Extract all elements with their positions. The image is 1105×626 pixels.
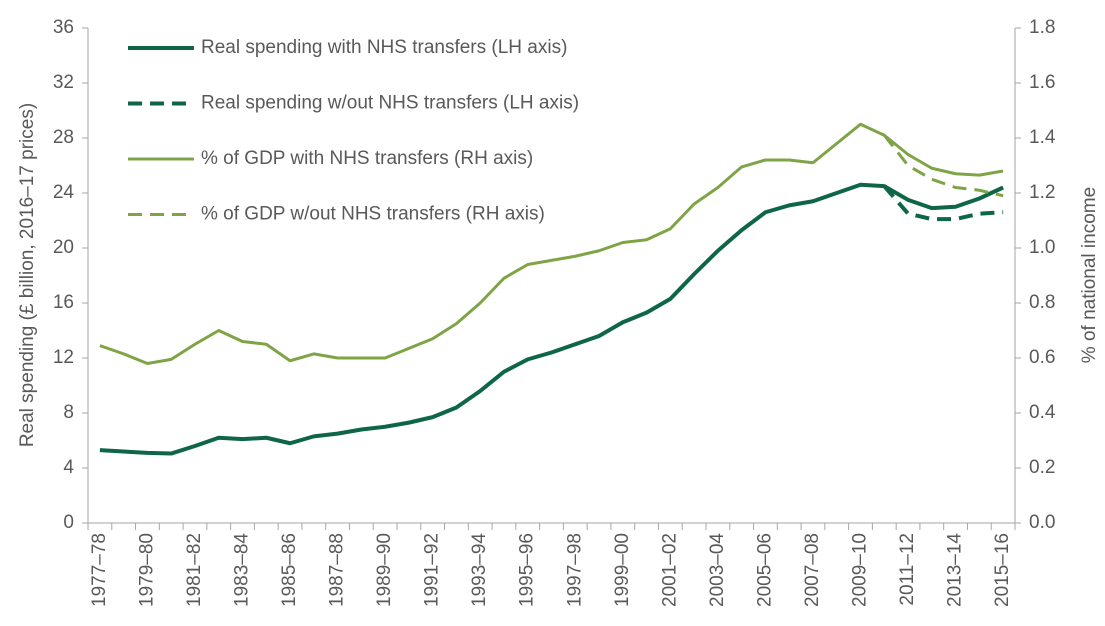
legend-label: Real spending with NHS transfers (LH axi…: [201, 37, 567, 58]
x-tick-label: 1987–88: [327, 533, 348, 607]
x-tick-label: 1985–86: [279, 533, 300, 607]
x-tick-label: 2003–04: [707, 533, 728, 607]
y2-tick-label: 1.8: [1029, 17, 1055, 38]
x-tick-label: 2007–08: [802, 533, 823, 607]
y2-tick-label: 1.2: [1029, 182, 1055, 203]
x-tick-label: 1995–96: [517, 533, 538, 607]
y-tick-label: 0: [63, 512, 74, 533]
x-tick-label: 2005–06: [754, 533, 775, 607]
y2-tick-label: 0.6: [1029, 347, 1055, 368]
y-tick-label: 8: [63, 402, 74, 423]
y2-tick-label: 0.8: [1029, 292, 1055, 313]
x-tick-label: 1981–82: [184, 533, 205, 607]
legend-label: Real spending w/out NHS transfers (LH ax…: [201, 93, 579, 114]
y2-tick-label: 1.6: [1029, 72, 1055, 93]
x-tick-label: 2013–14: [945, 533, 966, 607]
y-tick-label: 20: [53, 237, 74, 258]
y-tick-label: 24: [53, 182, 75, 203]
x-tick-label: 1977–78: [89, 533, 110, 607]
y2-tick-label: 1.4: [1029, 127, 1056, 148]
legend-label: % of GDP w/out NHS transfers (RH axis): [201, 204, 545, 225]
x-tick-label: 2001–02: [659, 533, 680, 607]
y2-tick-label: 0.0: [1029, 512, 1055, 533]
x-tick-label: 1997–98: [564, 533, 585, 607]
line-series: [99, 122, 1004, 365]
line-series: [883, 134, 1004, 198]
x-tick-label: 1979–80: [136, 533, 157, 607]
x-tick-label: 2011–12: [897, 533, 918, 606]
y-axis-label: Real spending (£ billion, 2016–17 prices…: [17, 103, 38, 447]
x-tick-label: 1983–84: [232, 533, 253, 607]
y-tick-label: 36: [53, 17, 74, 38]
x-tick-label: 2009–10: [850, 533, 871, 607]
y2-axis-label: % of national income: [1079, 187, 1100, 363]
y-tick-label: 4: [63, 457, 74, 478]
y-tick-label: 32: [53, 72, 74, 93]
x-tick-label: 1993–94: [469, 533, 490, 607]
y-tick-label: 28: [53, 127, 74, 148]
legend-label: % of GDP with NHS transfers (RH axis): [201, 148, 533, 169]
x-tick-label: 2015–16: [992, 533, 1013, 607]
y2-tick-label: 1.0: [1029, 237, 1055, 258]
line-series: [882, 184, 1004, 222]
x-tick-label: 1991–92: [422, 533, 443, 607]
y-tick-label: 12: [53, 347, 74, 368]
x-tick-label: 1999–00: [612, 533, 633, 607]
y2-tick-label: 0.2: [1029, 457, 1055, 478]
y2-tick-label: 0.4: [1029, 402, 1056, 423]
line-series: [99, 182, 1004, 456]
y-tick-label: 16: [53, 292, 74, 313]
x-tick-label: 1989–90: [374, 533, 395, 607]
